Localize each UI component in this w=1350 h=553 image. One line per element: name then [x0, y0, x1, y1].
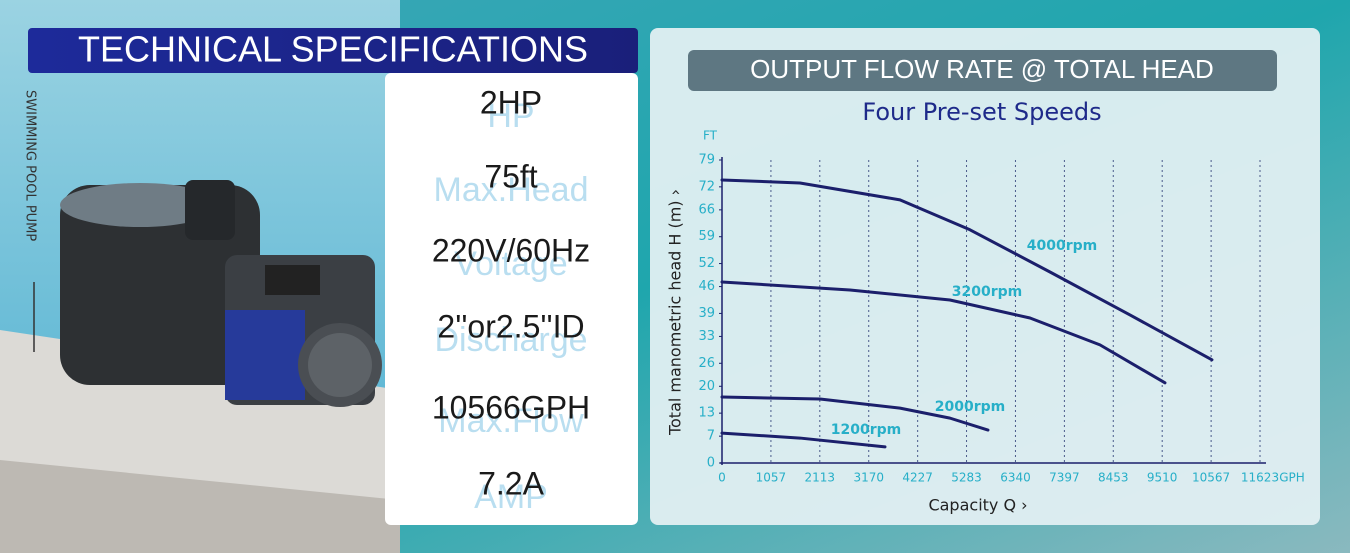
speed-curve	[720, 280, 1167, 385]
y-tick-label: 72	[698, 179, 715, 194]
y-tick-label: 79	[698, 153, 715, 168]
speed-curve	[720, 178, 1214, 362]
plot: 0 1057 2113 3170 4227 5283 6340 7397 8453 9510 105…	[698, 153, 1279, 485]
curve-label: 2000rpm	[935, 399, 1005, 415]
x-tick-label: 2113	[805, 471, 836, 485]
spec-label: Voltage	[454, 245, 567, 283]
chart-title-bar	[688, 50, 1277, 91]
spec-label: AMP	[474, 478, 548, 516]
y-tick-label: 59	[698, 229, 715, 244]
y-tick-label: 7	[707, 429, 715, 444]
title-bar	[28, 28, 638, 73]
spec-value: 2HP	[480, 84, 542, 120]
x-tick-label: 3170	[853, 471, 884, 485]
y-tick-label: 0	[707, 456, 715, 471]
pump-illustration	[60, 180, 382, 407]
y-axis-label: Total manometric head H (m) ›	[666, 189, 685, 436]
curve-label: 3200rpm	[952, 284, 1022, 300]
curve-label: 4000rpm	[1027, 238, 1097, 254]
y-tick-label: 20	[698, 379, 715, 394]
x-tick-label: 1057	[756, 471, 787, 485]
x-tick-label: 10567	[1192, 471, 1230, 485]
chart-subtitle: Four Pre-set Speeds	[862, 98, 1101, 126]
x-tick-label: 4227	[902, 471, 933, 485]
y-tick-label: 52	[698, 256, 715, 271]
spec-value: 220V/60Hz	[432, 232, 590, 268]
x-tick-label: 9510	[1147, 471, 1178, 485]
x-tick-label: 5283	[951, 471, 982, 485]
x-unit: GPH	[1279, 471, 1305, 485]
curve-label: 1200rpm	[831, 422, 901, 438]
title: TECHNICAL SPECIFICATIONS	[78, 29, 588, 70]
y-tick-label: 33	[698, 329, 715, 344]
y-tick-label: 26	[698, 356, 715, 371]
y-tick-label: 39	[698, 306, 715, 321]
spec-label: Max.Head	[434, 171, 589, 209]
y-unit: FT	[703, 129, 718, 143]
side-label: SWIMMING POOL PUMP	[23, 90, 38, 241]
spec-label: HP	[487, 97, 534, 135]
x-tick-label: 0	[718, 471, 726, 485]
spec-value: 7.2A	[478, 465, 544, 501]
x-axis-label: Capacity Q ›	[928, 496, 1027, 515]
speed-curve	[720, 395, 990, 432]
spec-label: Discharge	[434, 321, 587, 359]
x-tick-label: 6340	[1000, 471, 1031, 485]
spec-label: Max.Flow	[438, 402, 584, 440]
chart-panel	[650, 28, 1320, 525]
x-tick-label: 7397	[1049, 471, 1080, 485]
chart-title: OUTPUT FLOW RATE @ TOTAL HEAD	[750, 54, 1214, 84]
y-tick-label: 13	[698, 406, 715, 421]
x-tick-label: 8453	[1098, 471, 1129, 485]
y-tick-label: 66	[698, 202, 715, 217]
spec-panel	[385, 73, 638, 525]
pool-edge-shadow	[0, 460, 400, 553]
spec-value: 75ft	[484, 158, 537, 194]
x-tick-label: 11623	[1241, 471, 1279, 485]
spec-value: 10566GPH	[432, 389, 590, 425]
spec-value: 2''or2.5''ID	[437, 308, 584, 344]
y-tick-label: 46	[698, 279, 715, 294]
speed-curve	[720, 431, 887, 449]
